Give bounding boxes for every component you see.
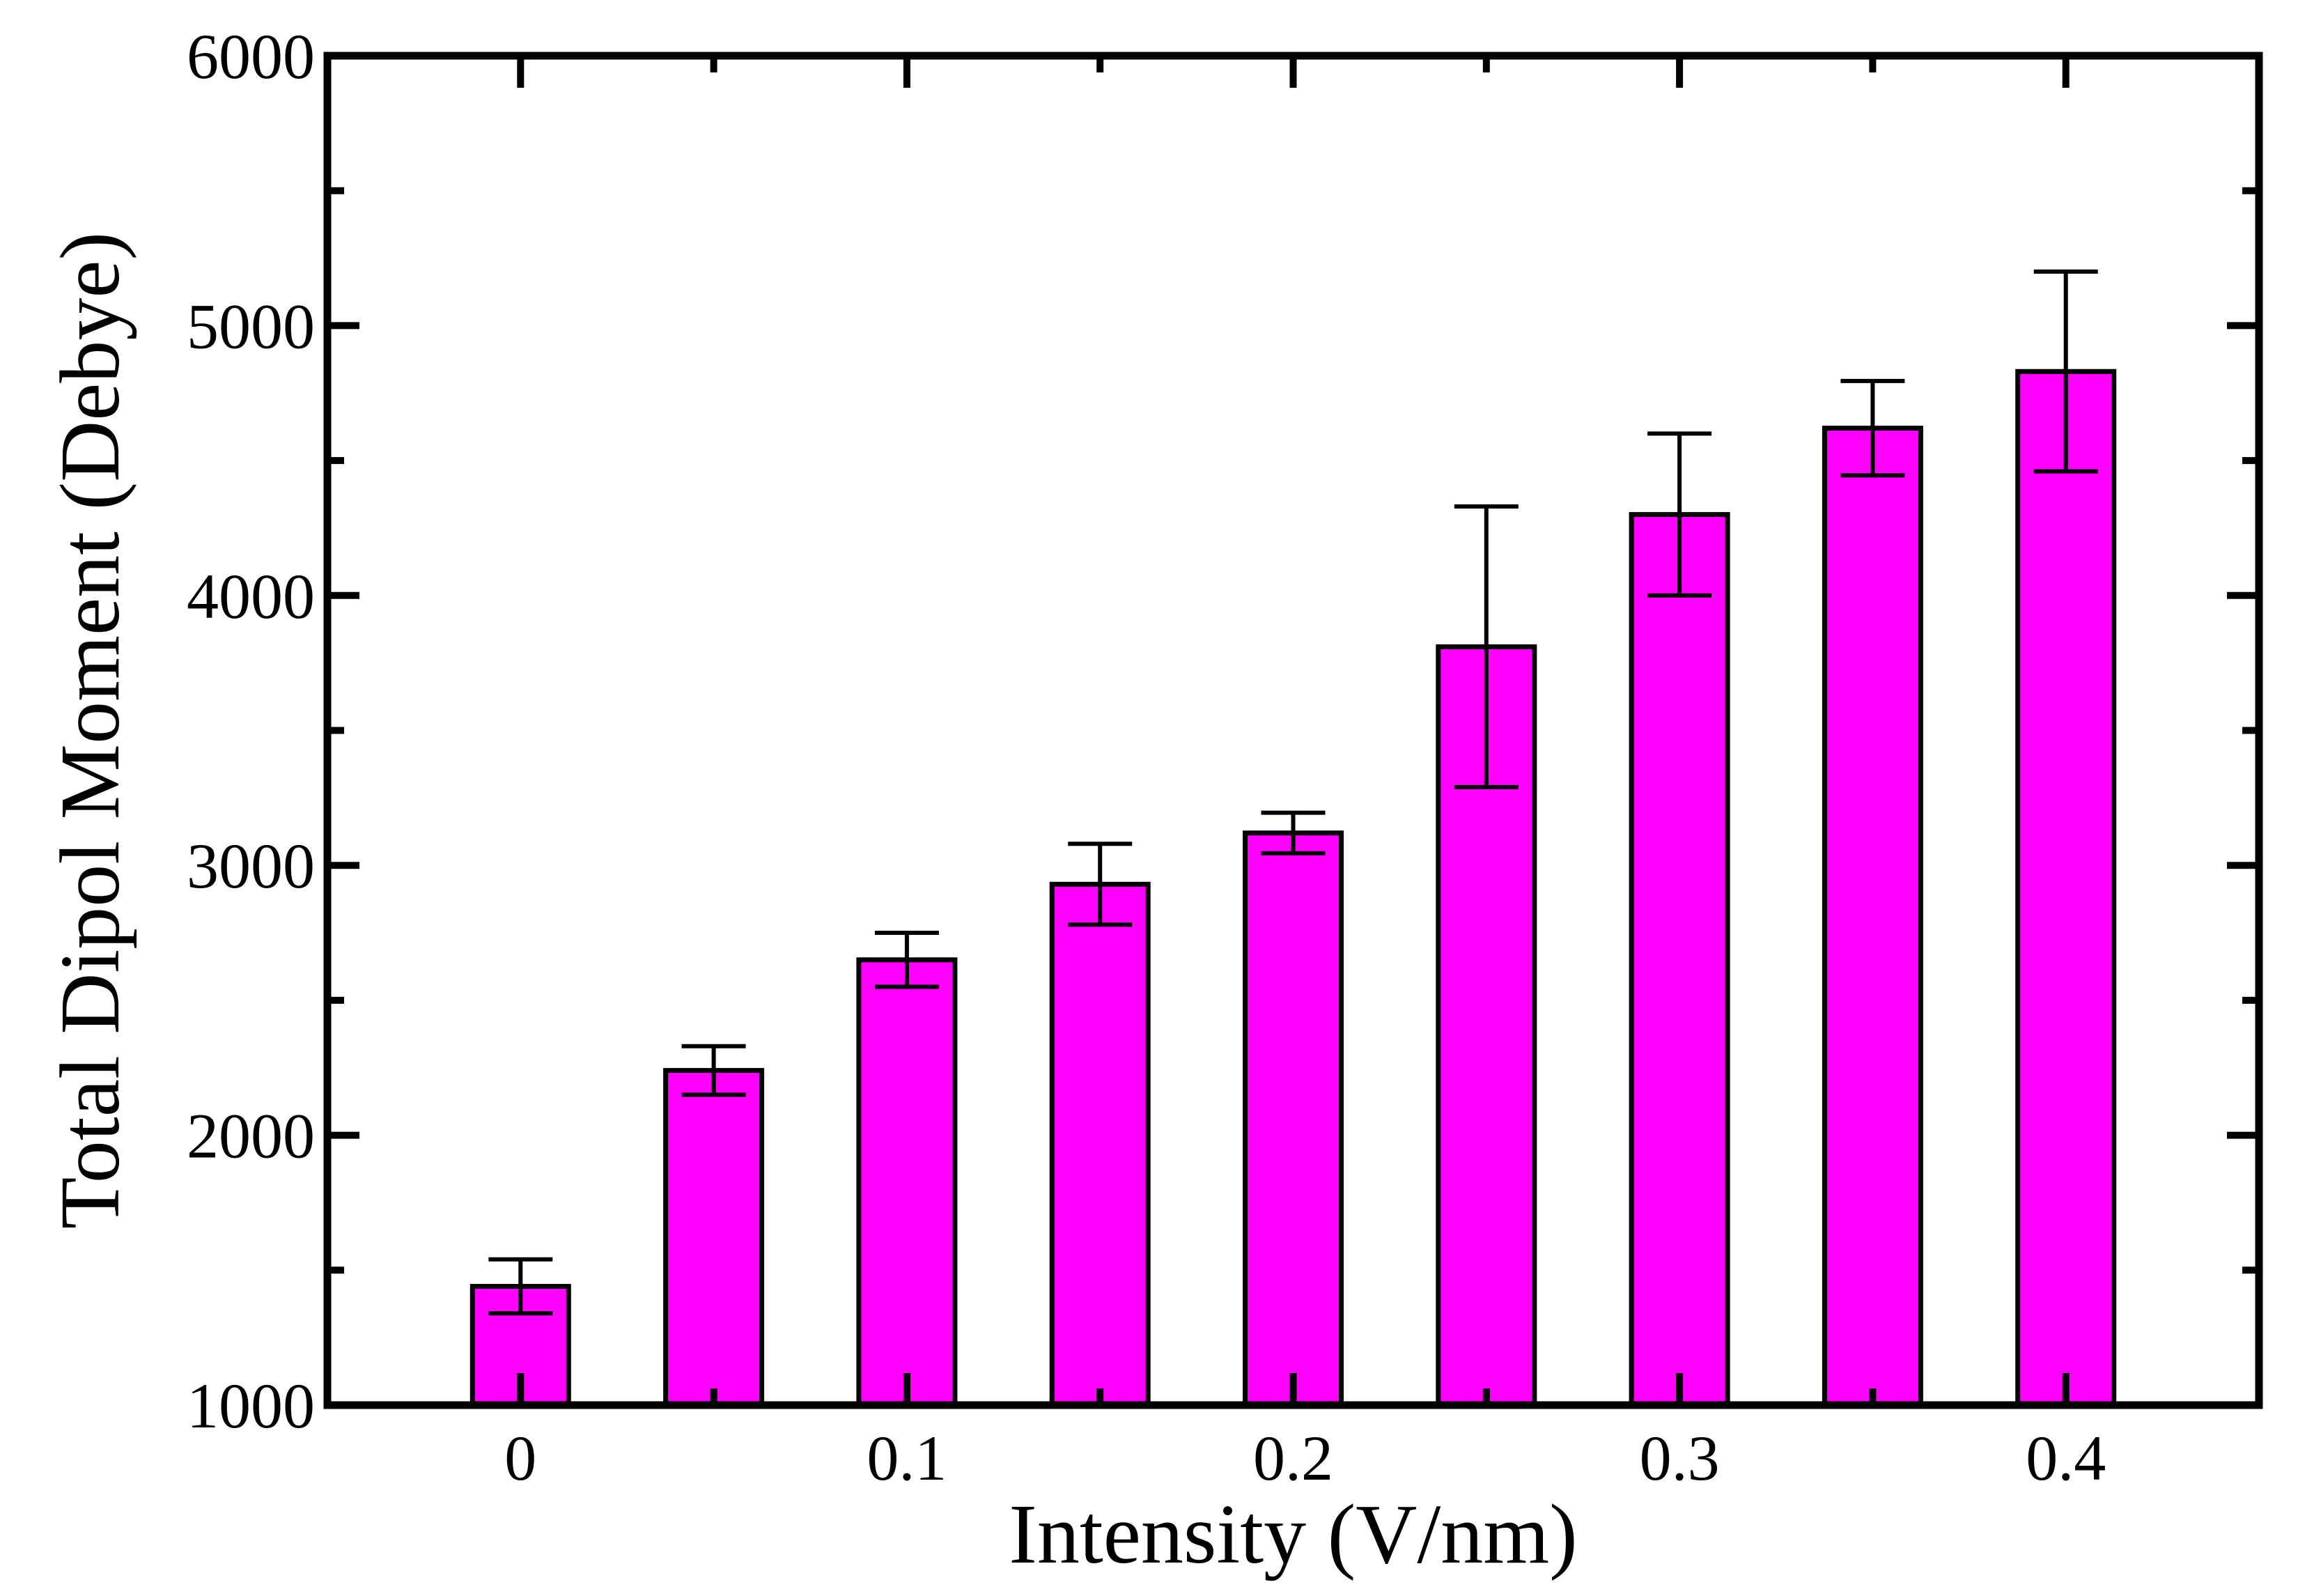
bar-8 xyxy=(2015,369,2117,1408)
x-tick-label-0: 0 xyxy=(504,1423,536,1494)
x-tick-label-4: 0.4 xyxy=(2026,1423,2106,1494)
x-axis-title: Intensity (V/nm) xyxy=(1009,1487,1578,1581)
error-bar-6 xyxy=(1647,431,1712,598)
x-tick-label-3: 0.3 xyxy=(1640,1423,1720,1494)
y-tick-label-1: 2000 xyxy=(187,1101,315,1172)
x-tick-label-2: 0.2 xyxy=(1253,1423,1333,1494)
bar-2 xyxy=(856,957,958,1408)
bar-3 xyxy=(1049,881,1151,1408)
y-tick-labels: 1000 2000 3000 4000 5000 6000 xyxy=(187,21,315,1441)
bar-4 xyxy=(1243,830,1344,1408)
y-axis-title: Total Dipol Moment (Debye) xyxy=(43,232,137,1229)
error-bar-7 xyxy=(1840,378,1905,478)
y-tick-label-2: 3000 xyxy=(187,830,315,901)
bars-group xyxy=(469,369,2117,1408)
error-bar-8 xyxy=(2033,269,2098,474)
error-bars-group xyxy=(488,269,2098,1316)
bar-1 xyxy=(663,1068,765,1408)
y-tick-label-3: 4000 xyxy=(187,561,315,632)
bar-7 xyxy=(1822,426,1923,1408)
error-bar-2 xyxy=(874,931,939,989)
error-bar-3 xyxy=(1068,842,1133,927)
error-bar-0 xyxy=(488,1257,553,1316)
error-bar-1 xyxy=(681,1044,746,1097)
y-tick-label-0: 1000 xyxy=(187,1370,315,1441)
plot-frame xyxy=(323,52,2263,1409)
y-tick-label-4: 5000 xyxy=(187,290,315,362)
error-bar-4 xyxy=(1261,810,1326,855)
error-bar-5 xyxy=(1454,504,1519,789)
x-tick-label-1: 0.1 xyxy=(867,1423,947,1494)
bar-6 xyxy=(1629,512,1730,1408)
y-tick-label-5: 6000 xyxy=(187,21,315,92)
x-tick-labels: 0 0.1 0.2 0.3 0.4 xyxy=(504,1423,2106,1494)
